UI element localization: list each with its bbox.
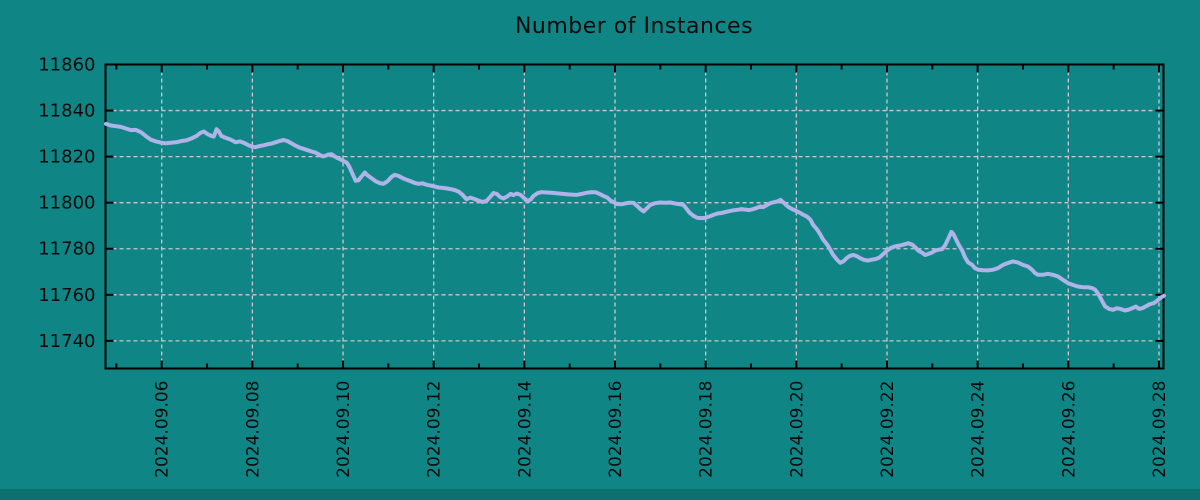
x-tick-label: 2024.09.18 (697, 381, 717, 478)
x-tick-label: 2024.09.10 (334, 381, 354, 478)
x-tick-label: 2024.09.08 (243, 381, 263, 478)
x-tick-label: 2024.09.16 (606, 381, 626, 478)
x-tick-label: 2024.09.12 (425, 380, 445, 477)
y-tick-label: 11760 (38, 285, 95, 306)
y-tick-label: 11780 (38, 239, 95, 260)
y-tick-label: 11840 (38, 101, 95, 122)
y-tick-label: 11800 (38, 193, 95, 214)
chart-title: Number of Instances (514, 14, 754, 39)
x-tick-label: 2024.09.22 (878, 381, 898, 478)
x-tick-label: 2024.09.06 (153, 381, 173, 478)
plot-border (104, 63, 1165, 370)
x-tick-label: 2024.09.28 (1150, 381, 1170, 478)
y-tick-label: 11820 (38, 147, 95, 168)
series-line (104, 121, 1166, 313)
x-tick-label: 2024.09.14 (515, 381, 535, 478)
x-tick-label: 2024.09.24 (969, 381, 989, 478)
x-tick-label: 2024.09.26 (1059, 381, 1079, 478)
y-tick-label: 11740 (38, 331, 95, 352)
x-tick-label: 2024.09.20 (787, 381, 807, 478)
footer-strip (0, 489, 1200, 500)
y-tick-label: 11860 (38, 55, 95, 76)
